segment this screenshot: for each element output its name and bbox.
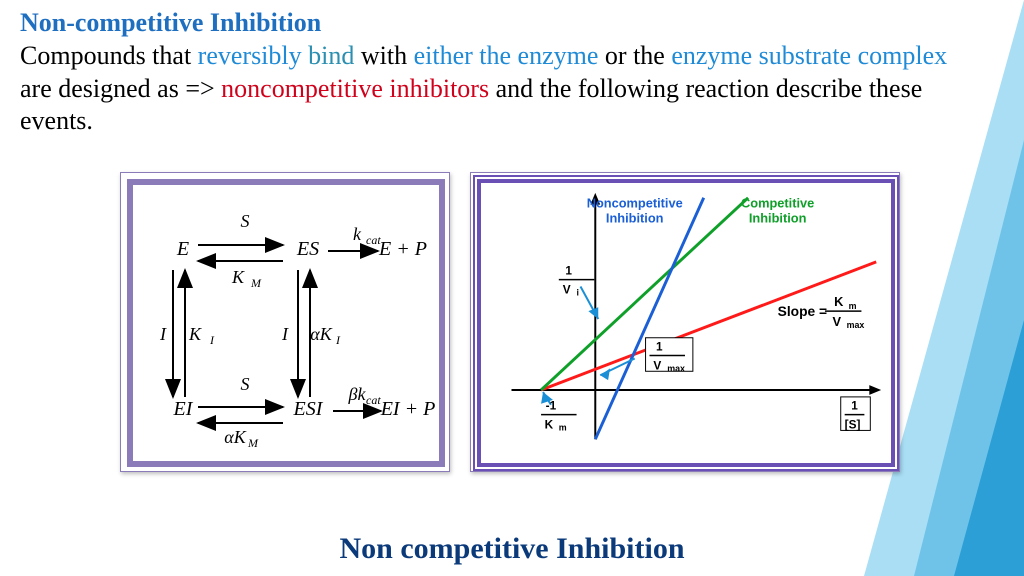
line-competitive [541,198,748,390]
line-noncompetitive [595,198,703,439]
svg-text:V: V [653,358,661,372]
txt-6: or the [598,41,671,70]
svg-text:K: K [545,417,554,431]
txt-1: Compounds that [20,41,198,70]
page-title: Non-competitive Inhibition [20,8,964,38]
slope-label: Slope = [778,304,827,319]
label-bkcat: βk [348,384,367,404]
svg-text:max: max [667,363,685,373]
svg-text:cat: cat [366,393,381,407]
svg-text:K: K [834,294,844,309]
label-top_S: S [241,211,250,231]
svg-text:V: V [563,282,571,296]
x-axis-label: 1 [851,399,858,413]
node-ESI: ESI [293,398,324,420]
diagram-row: EESE + PEIESIEI + PSKMSαKMkcatβkcatIKIIα… [120,172,900,472]
reaction-scheme: EESE + PEIESIEI + PSKMSαKMkcatβkcatIKIIα… [133,185,439,461]
svg-text:I: I [335,333,341,347]
y-intercept-vmax: 1 [656,340,663,354]
txt-reversibly: reversibly [198,41,302,70]
lineweaver-burk-panel: NoncompetitiveInhibitionCompetitiveInhib… [470,172,900,472]
label-kcat: k [353,224,362,244]
svg-text:max: max [847,320,865,330]
decor-tri-2 [914,140,1024,576]
svg-text:i: i [577,287,579,297]
legend-competitive: Competitive [741,196,814,211]
reaction-scheme-panel: EESE + PEIESIEI + PSKMSαKMkcatβkcatIKIIα… [120,172,450,472]
y-intercept-vi: 1 [565,264,572,278]
svg-text:Inhibition: Inhibition [606,210,664,225]
node-E: E [176,238,189,260]
label-I_mid: I [281,324,289,344]
txt-noncomp: noncompetitive inhibitors [221,74,489,103]
svg-text:m: m [849,301,857,311]
label-aKI_mid: αK [310,324,332,344]
text-block: Non-competitive Inhibition Compounds tha… [20,8,964,138]
svg-text:V: V [833,314,842,329]
txt-4: with [354,41,413,70]
label-top_KM: K [231,267,245,287]
svg-text:M: M [247,436,259,450]
line-noninhibited [541,262,876,390]
legend-noncompetitive: Noncompetitive [587,196,683,211]
txt-8: are designed as => [20,74,221,103]
svg-text:I: I [209,333,215,347]
svg-text:[S]: [S] [845,417,861,431]
description-text: Compounds that reversibly bind with eith… [20,40,964,138]
label-bot_S: S [241,374,250,394]
x-intercept-label: -1 [546,399,557,413]
txt-bind: bind [302,41,355,70]
svg-text:M: M [250,276,262,290]
txt-esc: enzyme substrate complex [671,41,947,70]
node-ES: ES [296,238,319,260]
lineweaver-burk-chart: NoncompetitiveInhibitionCompetitiveInhib… [481,183,887,459]
svg-text:cat: cat [366,233,381,247]
label-KI_left: K [188,324,202,344]
svg-text:m: m [559,422,567,432]
svg-text:Inhibition: Inhibition [749,210,807,225]
txt-enzyme: either the enzyme [414,41,599,70]
node-EIP: EI + P [380,398,436,420]
node-EI: EI [173,398,194,420]
footer-title: Non competitive Inhibition [0,532,1024,566]
node-EP: E + P [378,238,427,260]
label-I_left: I [159,324,167,344]
label-bot_aKM: αK [224,427,246,447]
